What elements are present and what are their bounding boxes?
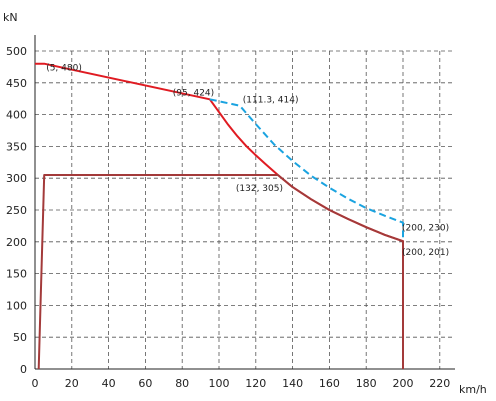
series-line bbox=[209, 98, 404, 242]
y-tick-label: 150 bbox=[6, 268, 27, 281]
x-tick-label: 20 bbox=[65, 377, 79, 390]
series-layer bbox=[35, 62, 404, 370]
y-tick-label: 0 bbox=[20, 363, 27, 376]
point-annotation: (132, 305) bbox=[236, 184, 283, 194]
x-tick-label: 0 bbox=[32, 377, 39, 390]
x-axis-unit-label: km/h bbox=[459, 383, 487, 396]
point-annotation: (95, 424) bbox=[173, 88, 214, 98]
x-tick-label: 160 bbox=[319, 377, 340, 390]
x-tick-label: 120 bbox=[245, 377, 266, 390]
y-tick-label: 250 bbox=[6, 204, 27, 217]
point-annotation: (200, 201) bbox=[402, 248, 449, 258]
axes-layer: 0 50 100 150 200 250 300 350 400 450 500 0 20 40 60 80 1… bbox=[6, 35, 455, 390]
y-tick-label: 200 bbox=[6, 236, 27, 249]
x-tick-label: 60 bbox=[138, 377, 152, 390]
y-tick-label: 450 bbox=[6, 77, 27, 90]
y-axis-unit-label: kN bbox=[3, 11, 18, 24]
x-tick-label: 220 bbox=[429, 377, 450, 390]
point-annotation: (200, 230) bbox=[402, 224, 449, 234]
x-tick-label: 180 bbox=[356, 377, 377, 390]
x-tick-label: 140 bbox=[282, 377, 303, 390]
y-tick-label: 400 bbox=[6, 109, 27, 122]
point-annotation: (111.3, 414) bbox=[243, 96, 299, 106]
y-tick-label: 300 bbox=[6, 172, 27, 185]
grid-layer bbox=[35, 50, 455, 369]
x-tick-label: 80 bbox=[175, 377, 189, 390]
x-tick-label: 100 bbox=[209, 377, 230, 390]
y-tick-label: 50 bbox=[13, 331, 27, 344]
annotation-layer: (5, 480) (95, 424) (111.3, 414) (132, 305) (… bbox=[46, 64, 449, 258]
x-tick-label: 40 bbox=[102, 377, 116, 390]
series-line bbox=[37, 174, 404, 370]
point-annotation: (5, 480) bbox=[46, 64, 82, 74]
x-tick-label: 200 bbox=[393, 377, 414, 390]
y-tick-label: 350 bbox=[6, 140, 27, 153]
y-tick-label: 100 bbox=[6, 299, 27, 312]
y-tick-label: 500 bbox=[6, 45, 27, 58]
